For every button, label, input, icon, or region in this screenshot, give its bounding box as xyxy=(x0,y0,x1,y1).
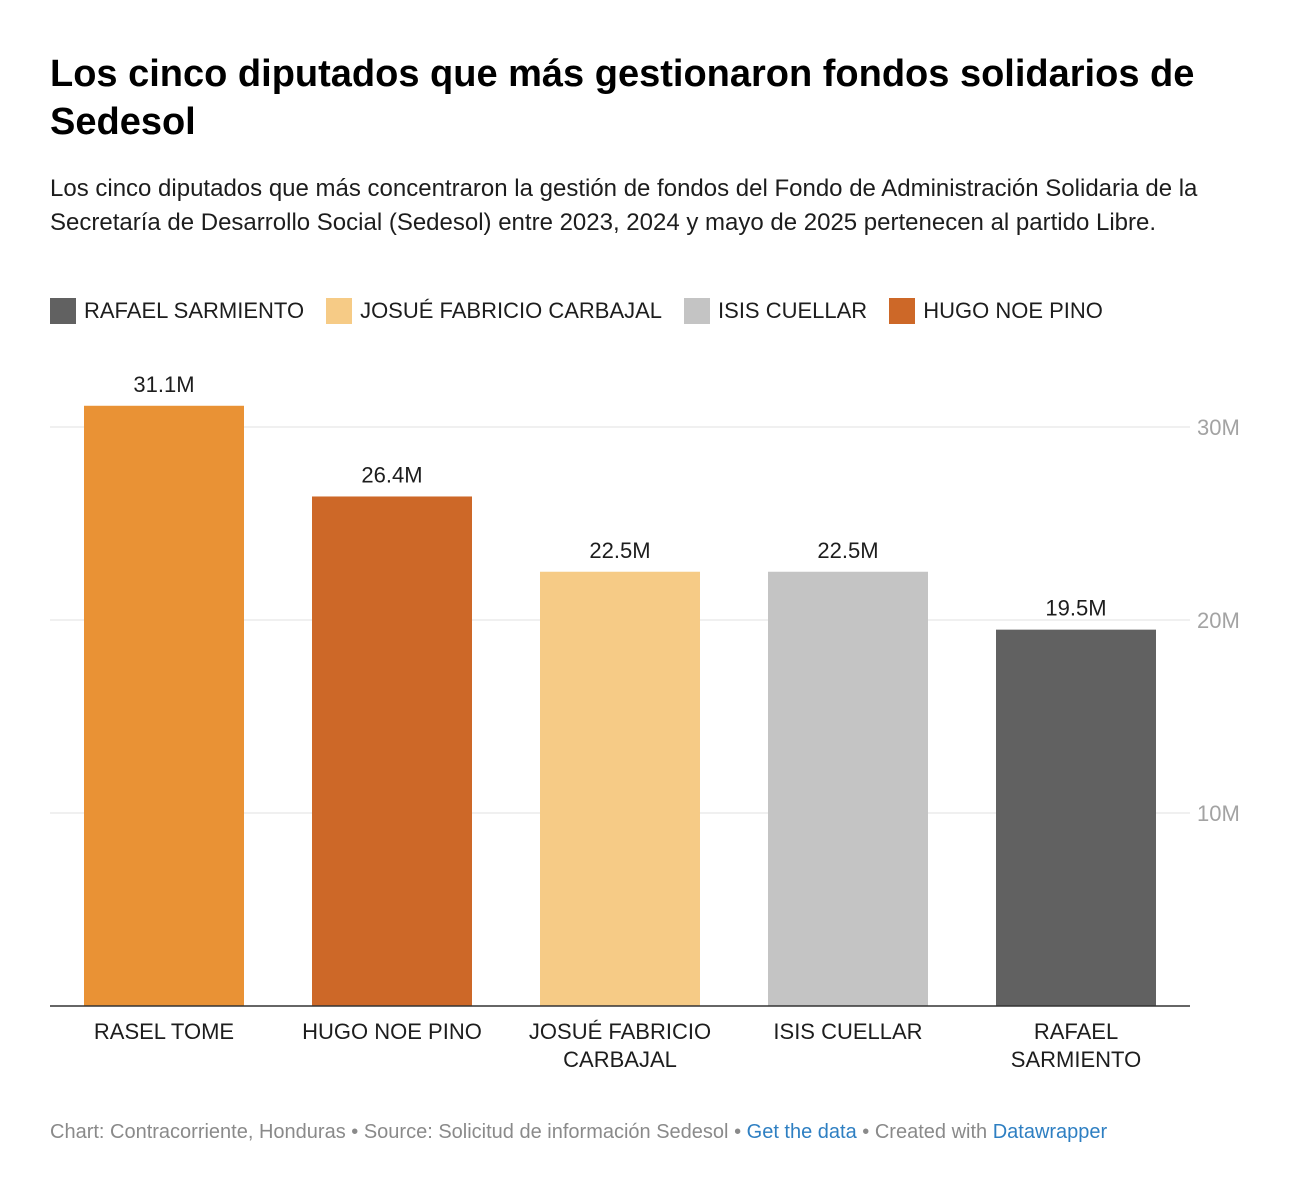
bar-value-label: 26.4M xyxy=(361,462,422,487)
bar xyxy=(768,571,928,1006)
legend-swatch xyxy=(326,298,353,324)
bar-value-label: 31.1M xyxy=(133,372,194,397)
legend-swatch xyxy=(684,298,711,324)
chart-title: Los cinco diputados que más gestionaron … xyxy=(50,53,1195,143)
chart-subtitle: Los cinco diputados que más concentraron… xyxy=(50,175,1198,236)
bar-value-label: 22.5M xyxy=(589,538,650,563)
x-category-label: RASEL TOME xyxy=(94,1019,234,1044)
chart-footer: Chart: Contracorriente, Honduras • Sourc… xyxy=(50,1118,1107,1146)
legend-item-isis-cuellar: ISIS CUELLAR xyxy=(684,296,867,326)
legend: RAFAEL SARMIENTO JOSUÉ FABRICIO CARBAJAL… xyxy=(50,296,1125,326)
y-tick-label: 20M xyxy=(1197,608,1240,633)
datawrapper-link[interactable]: Datawrapper xyxy=(992,1121,1108,1143)
bar-value-label: 22.5M xyxy=(817,538,878,563)
footer-separator: • xyxy=(734,1121,742,1143)
legend-label: HUGO NOE PINO xyxy=(923,298,1103,323)
bar xyxy=(312,496,472,1006)
bar-value-label: 19.5M xyxy=(1045,596,1106,621)
x-category-label: RAFAEL xyxy=(1034,1019,1118,1044)
created-with-text: Created with xyxy=(874,1121,988,1143)
legend-item-rafael-sarmiento: RAFAEL SARMIENTO xyxy=(50,296,304,326)
x-category-label: CARBAJAL xyxy=(563,1047,677,1072)
footer-separator: • xyxy=(351,1121,359,1143)
bar xyxy=(84,405,244,1006)
legend-label: JOSUÉ FABRICIO CARBAJAL xyxy=(360,298,663,323)
chart-credit: Chart: Contracorriente, Honduras xyxy=(50,1121,346,1143)
legend-swatch xyxy=(50,298,76,324)
y-tick-label: 10M xyxy=(1197,801,1240,826)
legend-item-josue-fabricio-carbajal: JOSUÉ FABRICIO CARBAJAL xyxy=(326,296,662,326)
x-category-label: JOSUÉ FABRICIO xyxy=(529,1019,711,1044)
footer-separator: • xyxy=(862,1121,870,1143)
x-category-label: HUGO NOE PINO xyxy=(302,1019,482,1044)
y-tick-label: 30M xyxy=(1197,415,1240,440)
legend-label: ISIS CUELLAR xyxy=(718,298,868,323)
legend-label: RAFAEL SARMIENTO xyxy=(84,298,305,323)
legend-item-hugo-noe-pino: HUGO NOE PINO xyxy=(889,296,1103,326)
x-category-label: SARMIENTO xyxy=(1011,1047,1141,1072)
bar-chart: 10M 20M 30M 31.1M RASEL TOME 26.4M HUGO NOE PI… xyxy=(50,372,1240,1072)
x-category-label: ISIS CUELLAR xyxy=(773,1019,922,1044)
legend-swatch xyxy=(889,298,916,324)
bar xyxy=(540,571,700,1006)
chart-source: Source: Solicitud de información Sedesol xyxy=(363,1121,729,1143)
get-the-data-link[interactable]: Get the data xyxy=(746,1121,857,1143)
bar xyxy=(996,629,1156,1006)
